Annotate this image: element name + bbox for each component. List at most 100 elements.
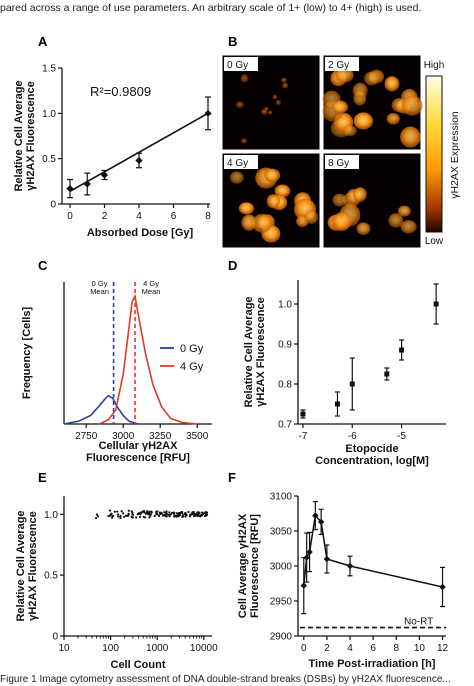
panel-b-nucleus — [272, 94, 278, 100]
panel-b-nucleus — [356, 222, 371, 235]
caption-bottom: Figure 1 Image cytometry assessment of D… — [0, 674, 451, 685]
panel-e-point — [96, 515, 100, 518]
panel-d-ytick-label: 1.0 — [278, 300, 292, 311]
panel-e-point — [149, 514, 152, 517]
panel-f-xtick-label: 4 — [347, 643, 353, 654]
panel-b-nucleus — [353, 187, 367, 202]
panel-b-nucleus — [400, 220, 417, 234]
panel-f-point — [303, 554, 310, 561]
panel-f-baseline-label: No-RT — [404, 617, 433, 628]
panel-f-xtick-label: 6 — [370, 643, 376, 654]
caption-top: pared across a range of use parameters. … — [0, 2, 422, 14]
panel-d-point — [300, 411, 306, 417]
panel-e-point — [181, 515, 184, 518]
panel-e-point — [123, 515, 126, 518]
panel-a-point — [135, 156, 143, 165]
panel-e-point — [178, 511, 181, 515]
panel-e-xlabel: Cell Count — [111, 659, 166, 671]
panel-b-image-label: 4 Gy — [227, 158, 248, 169]
panel-e-point — [150, 510, 153, 513]
panel-e-point — [160, 512, 163, 515]
panel-e-point — [110, 512, 113, 515]
panel-b-nucleus — [333, 211, 351, 232]
panel-e-point — [120, 510, 123, 513]
panel-c-mean-annotation-4gy: 4 Gy Mean — [142, 279, 161, 296]
panel-f-ytick-label: 3000 — [270, 562, 293, 573]
panel-e-point — [119, 514, 122, 518]
panel-d-point — [334, 401, 340, 407]
panel-e-ytick-label: 1.0 — [44, 510, 58, 521]
panel-e-point — [142, 515, 145, 519]
panel-e-point — [198, 514, 201, 518]
panel-e-point — [204, 513, 208, 517]
panel-f-ytick-label: 2900 — [270, 632, 293, 643]
panel-e-point — [204, 510, 207, 514]
panel-e-point — [169, 513, 172, 516]
panel-b-nucleus — [281, 82, 289, 89]
panel-a-xlabel: Absorbed Dose [Gy] — [87, 227, 194, 239]
panel-b-colorbar-high: High — [424, 60, 445, 71]
panel-e-point — [148, 516, 151, 519]
panel-e-point — [107, 514, 110, 518]
panel-f-xtick-label: 8 — [394, 643, 400, 654]
panel-e-point — [142, 510, 146, 513]
panel-e-point — [116, 510, 119, 513]
panel-e-point — [191, 511, 194, 514]
panel-letter-b: B — [228, 34, 237, 49]
panel-e-ylabel: Relative Cell AverageγH2AX Fluorescence — [15, 510, 39, 621]
panel-a-xtick-label: 6 — [171, 211, 177, 222]
panel-e-point — [116, 513, 120, 516]
panel-b-image-label: 0 Gy — [227, 60, 248, 71]
panel-e-point — [164, 511, 168, 514]
panel-e-ytick-label: 0 — [52, 632, 58, 643]
panel-b-nucleus — [261, 108, 268, 115]
panel-e-point — [161, 514, 165, 517]
panel-a-chart: 0 0.5 1.0 1.5 0 2 4 6 8 Absorbed Dose [Gy] Relativ… — [13, 64, 212, 239]
panel-a-point — [83, 180, 91, 188]
panel-f-point — [300, 582, 307, 589]
panel-b-nucleus — [386, 112, 400, 125]
panel-b-nucleus — [266, 194, 280, 209]
panel-e-point — [148, 510, 151, 513]
panel-b-nucleus — [280, 77, 287, 83]
panel-e-point — [153, 514, 156, 518]
panel-b-nucleus — [343, 125, 357, 137]
panel-f-point — [306, 548, 313, 556]
panel-e-point — [184, 515, 187, 518]
panel-e-xtick-label: 10000 — [190, 643, 218, 654]
panel-d-point — [399, 347, 405, 353]
panel-f-xtick-label: 10 — [414, 643, 426, 654]
panel-letter-c: C — [38, 258, 48, 273]
panel-c-ylabel: Frequency [Cells] — [21, 307, 33, 400]
panel-c-xtick-label: 2750 — [75, 431, 98, 442]
panel-e-point — [197, 511, 200, 514]
panel-b-image-label-bg — [224, 155, 258, 169]
panel-d-xtick-label: -5 — [397, 431, 406, 442]
panel-f-point — [346, 562, 354, 570]
panel-a-xtick-label: 8 — [205, 211, 211, 222]
panel-f-xtick-label: 2 — [324, 643, 330, 654]
panel-b-nucleus — [264, 168, 281, 183]
panel-e-point — [184, 513, 187, 516]
panel-e-point — [188, 515, 192, 518]
panel-e-point — [122, 512, 125, 515]
panel-e-point — [119, 516, 122, 520]
panel-e-point — [130, 510, 133, 513]
panel-a-point — [100, 171, 109, 179]
panel-c-xtick-label: 3000 — [112, 431, 135, 442]
panel-e-point — [94, 516, 98, 520]
panel-e-point — [168, 511, 171, 514]
panel-b-nucleus — [275, 99, 281, 106]
panel-b-nucleus — [352, 82, 368, 99]
panel-b-nucleus — [241, 214, 257, 231]
panel-e-point — [131, 516, 134, 519]
panel-e-point — [194, 513, 197, 516]
panel-f-point — [312, 512, 319, 519]
panel-e-ytick-label: 0.5 — [44, 571, 58, 582]
panel-e-point — [144, 512, 148, 515]
panel-d-ytick-label: 0.7 — [278, 420, 292, 431]
panel-e-point — [113, 510, 116, 513]
panel-b-nucleus — [240, 74, 249, 83]
